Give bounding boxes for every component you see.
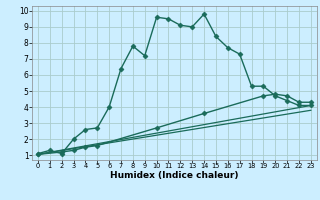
X-axis label: Humidex (Indice chaleur): Humidex (Indice chaleur): [110, 171, 239, 180]
